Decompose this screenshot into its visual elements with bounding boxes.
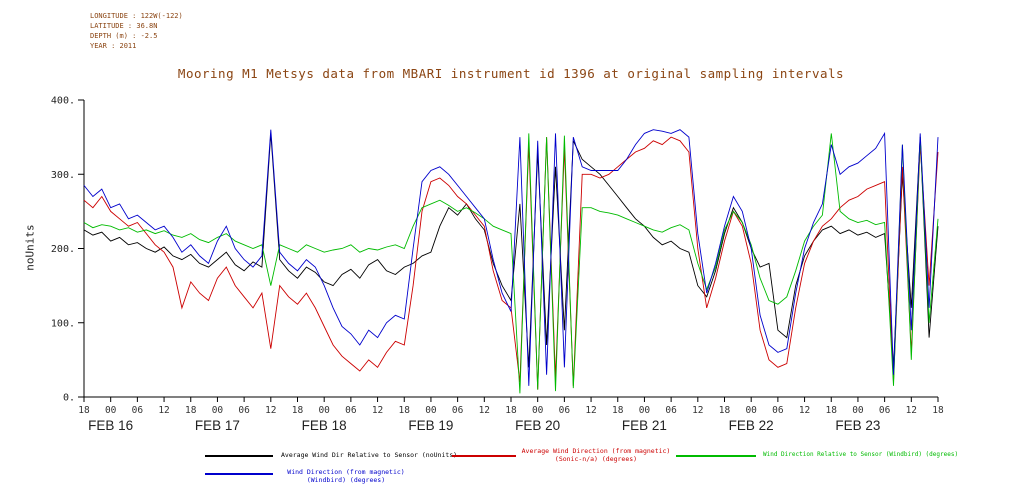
x-tick-label: 00	[745, 405, 757, 416]
x-tick-label: 18	[78, 405, 90, 416]
x-tick-label: 00	[105, 405, 117, 416]
x-date-label: FEB 17	[195, 418, 240, 433]
x-date-label: FEB 20	[515, 418, 560, 433]
x-tick-label: 12	[372, 405, 383, 416]
legend-label-sonic-magnetic: Average Wind Direction (from magnetic) (…	[521, 447, 671, 463]
x-tick-label: 18	[932, 405, 944, 416]
y-tick-label: 100.	[51, 318, 75, 329]
x-tick-label: 00	[639, 405, 651, 416]
series-line-windbird-relative	[83, 133, 939, 394]
x-tick-label: 18	[505, 405, 517, 416]
legend-swatch-windbird-magnetic	[205, 473, 273, 475]
x-tick-label: 18	[612, 405, 624, 416]
x-tick-label: 06	[345, 405, 357, 416]
x-tick-label: 00	[852, 405, 864, 416]
x-date-label: FEB 23	[835, 418, 880, 433]
x-date-label: FEB 19	[408, 418, 453, 433]
legend-label-windbird-relative: Wind Direction Relative to Sensor (Windb…	[763, 451, 959, 458]
x-tick-label: 18	[185, 405, 197, 416]
x-tick-label: 18	[292, 405, 304, 416]
series-line-sonic-relative	[83, 133, 939, 368]
x-tick-label: 12	[479, 405, 490, 416]
metadata-longitude: LONGITUDE : 122W(-122)	[90, 12, 183, 20]
x-tick-label: 00	[318, 405, 330, 416]
y-tick-label: 200.	[51, 244, 75, 255]
metadata-block: LONGITUDE : 122W(-122) LATITUDE : 36.8N …	[90, 11, 183, 51]
x-tick-label: 00	[425, 405, 437, 416]
x-tick-label: 06	[238, 405, 250, 416]
chart-title: Mooring M1 Metsys data from MBARI instru…	[177, 66, 845, 81]
x-tick-label: 06	[665, 405, 677, 416]
x-tick-label: 06	[772, 405, 784, 416]
x-tick-label: 12	[158, 405, 169, 416]
y-tick-label: 300.	[51, 170, 75, 181]
series-line-windbird-magnetic	[83, 129, 939, 386]
y-tick-label: 0.	[63, 393, 75, 404]
x-date-label: FEB 16	[88, 418, 133, 433]
x-tick-label: 12	[799, 405, 810, 416]
x-date-label: FEB 18	[302, 418, 347, 433]
legend-label-sonic-relative: Average Wind Dir Relative to Sensor (noU…	[281, 451, 458, 459]
x-tick-label: 06	[879, 405, 891, 416]
y-tick-label: 400.	[51, 96, 75, 107]
series-lines	[83, 129, 939, 394]
x-tick-label: 18	[719, 405, 731, 416]
x-tick-label: 12	[265, 405, 276, 416]
legend-label-windbird-magnetic: Wind Direction (from magnetic) (Windbird…	[287, 468, 405, 484]
x-date-label: FEB 22	[729, 418, 774, 433]
legend-swatch-sonic-magnetic	[452, 455, 516, 457]
x-tick-label: 18	[399, 405, 411, 416]
x-tick-label: 12	[692, 405, 703, 416]
x-tick-label: 00	[532, 405, 544, 416]
metadata-year: YEAR : 2011	[90, 42, 137, 50]
x-tick-label: 18	[826, 405, 838, 416]
x-tick-label: 06	[559, 405, 571, 416]
x-tick-label: 06	[132, 405, 144, 416]
axis-labels: 0. 100. 200. 300. 400. 18 00 06 12 18 00 06 12 18 00 06…	[51, 96, 944, 434]
series-line-sonic-magnetic	[83, 136, 939, 390]
legend-swatch-windbird-relative	[676, 455, 756, 457]
x-date-label: FEB 21	[622, 418, 667, 433]
metadata-latitude: LATITUDE : 36.8N	[90, 22, 158, 30]
axes	[78, 99, 939, 402]
x-tick-label: 06	[452, 405, 464, 416]
x-tick-label: 12	[906, 405, 917, 416]
x-tick-label: 00	[212, 405, 224, 416]
x-tick-label: 12	[585, 405, 596, 416]
metadata-depth: DEPTH (m) : -2.5	[90, 32, 158, 40]
legend-swatch-sonic-relative	[205, 455, 273, 457]
